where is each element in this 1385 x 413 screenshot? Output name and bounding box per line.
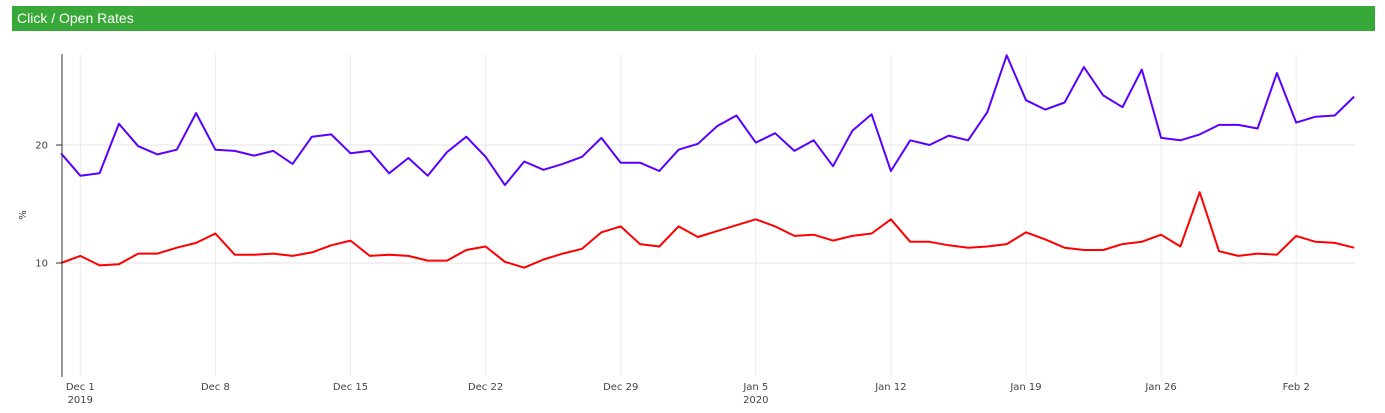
panel-header: Click / Open Rates bbox=[12, 6, 1375, 31]
x-tick-label: Jan 19 bbox=[1009, 382, 1041, 393]
series-line-bottom bbox=[60, 191, 1355, 269]
x-tick-label: Dec 15 bbox=[333, 382, 368, 393]
y-tick-label: 10 bbox=[35, 259, 48, 270]
x-tick-label: Jan 5 bbox=[742, 382, 768, 393]
x-tick-label: Dec 8 bbox=[201, 382, 230, 393]
x-tick-label: Jan 26 bbox=[1144, 382, 1176, 393]
gridlines bbox=[62, 54, 1355, 377]
x-tick-label: Dec 22 bbox=[468, 382, 503, 393]
x-tick-year: 2019 bbox=[68, 395, 93, 406]
x-tick-label: Dec 1 bbox=[66, 382, 95, 393]
x-tick-label: Feb 2 bbox=[1283, 382, 1310, 393]
y-axis-label: % bbox=[18, 210, 29, 220]
panel-title: Click / Open Rates bbox=[17, 10, 134, 26]
x-tick-label: Dec 29 bbox=[603, 382, 638, 393]
x-tick-label: Jan 12 bbox=[874, 382, 906, 393]
series-line-top bbox=[60, 54, 1355, 187]
y-tick-label: 20 bbox=[35, 141, 48, 152]
x-tick-year: 2020 bbox=[743, 395, 768, 406]
series-lines bbox=[60, 54, 1355, 269]
